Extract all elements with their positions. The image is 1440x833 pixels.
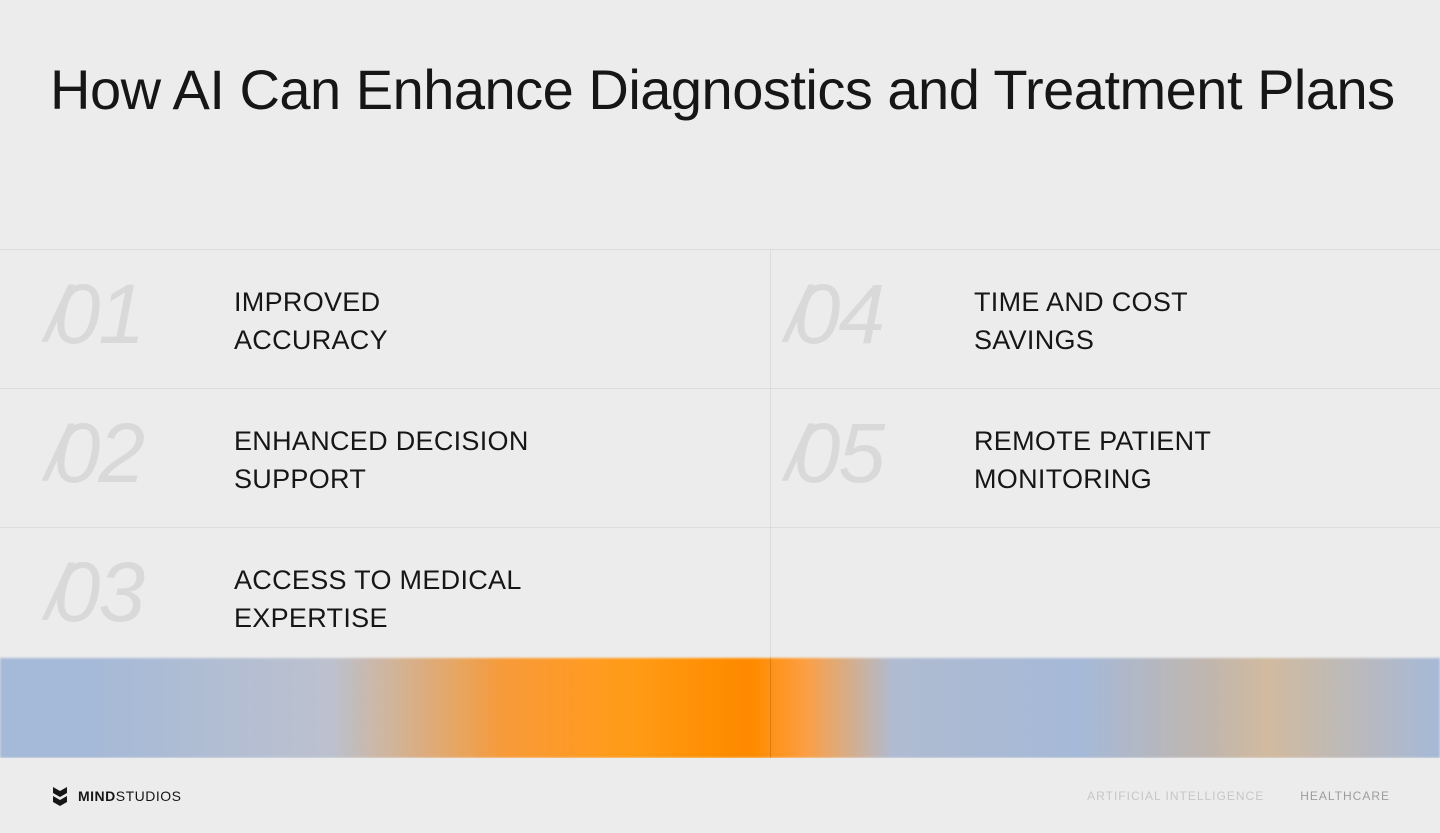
item-number: /02 — [46, 411, 143, 495]
brand-name-bold: MIND — [78, 788, 116, 804]
list-row: /01 IMPROVED ACCURACY /04 TIME AND COST … — [0, 249, 1440, 388]
gradient-noise-overlay — [0, 658, 1440, 758]
list-row: /03 ACCESS TO MEDICAL EXPERTISE — [0, 527, 1440, 666]
item-label: ENHANCED DECISION SUPPORT — [234, 423, 529, 499]
list-item: /01 IMPROVED ACCURACY — [0, 250, 720, 388]
brand: MINDSTUDIOS — [50, 785, 182, 807]
item-label: TIME AND COST SAVINGS — [974, 284, 1188, 360]
list-row: /02 ENHANCED DECISION SUPPORT /05 REMOTE… — [0, 388, 1440, 527]
item-label: ACCESS TO MEDICAL EXPERTISE — [234, 562, 522, 638]
item-number-digits: 04 — [794, 267, 883, 361]
item-number: /04 — [786, 272, 883, 356]
gradient-vertical-divider — [770, 658, 771, 758]
list-item: /02 ENHANCED DECISION SUPPORT — [0, 389, 720, 527]
footer-tag: HEALTHCARE — [1300, 789, 1390, 803]
brand-name-light: STUDIOS — [116, 788, 182, 804]
item-number: /03 — [46, 550, 143, 634]
item-label: REMOTE PATIENT MONITORING — [974, 423, 1211, 499]
list-item: /03 ACCESS TO MEDICAL EXPERTISE — [0, 528, 720, 666]
footer-tags: ARTIFICIAL INTELLIGENCE HEALTHCARE — [1087, 789, 1390, 803]
list-item: /05 REMOTE PATIENT MONITORING — [720, 389, 1440, 527]
brand-logo-icon — [50, 785, 70, 807]
gradient-band — [0, 658, 1440, 758]
list-item-empty — [720, 528, 1440, 666]
footer-tag: ARTIFICIAL INTELLIGENCE — [1087, 789, 1264, 803]
slide-title: How AI Can Enhance Diagnostics and Treat… — [50, 56, 1395, 124]
list-item: /04 TIME AND COST SAVINGS — [720, 250, 1440, 388]
item-number-digits: 02 — [54, 406, 143, 500]
item-number: /01 — [46, 272, 143, 356]
footer: MINDSTUDIOS ARTIFICIAL INTELLIGENCE HEAL… — [0, 758, 1440, 833]
item-label: IMPROVED ACCURACY — [234, 284, 388, 360]
item-number-digits: 05 — [794, 406, 883, 500]
brand-name: MINDSTUDIOS — [78, 788, 182, 804]
item-number: /05 — [786, 411, 883, 495]
item-number-digits: 01 — [54, 267, 143, 361]
item-number-digits: 03 — [54, 545, 143, 639]
infographic-slide: How AI Can Enhance Diagnostics and Treat… — [0, 0, 1440, 833]
benefits-list: /01 IMPROVED ACCURACY /04 TIME AND COST … — [0, 249, 1440, 666]
